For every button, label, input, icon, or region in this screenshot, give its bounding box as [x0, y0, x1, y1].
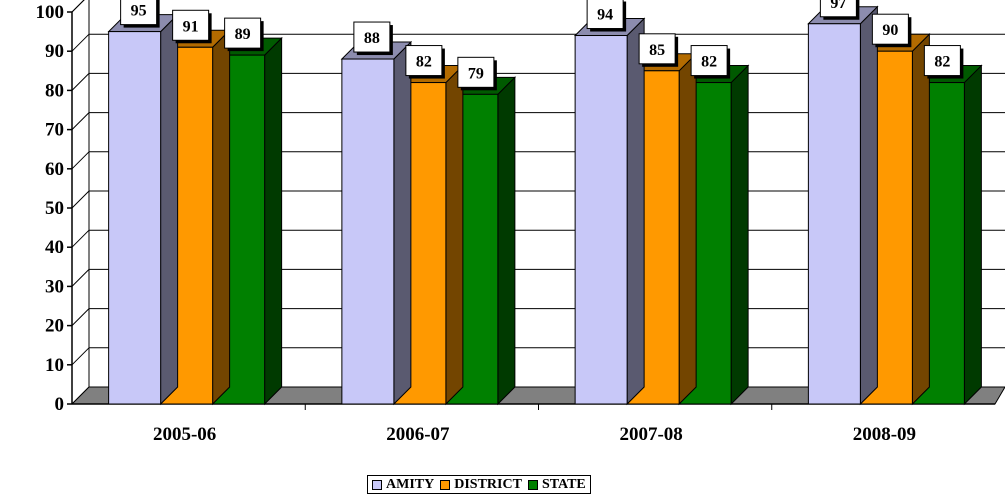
data-label: 95 [131, 3, 147, 20]
bar [107, 13, 179, 406]
bar-side-face [963, 64, 982, 406]
legend-item-amity: AMITY [372, 477, 434, 493]
y-tick-label: 10 [45, 355, 64, 376]
legend-label-amity: AMITY [386, 476, 435, 492]
bar-side-face [730, 64, 749, 406]
x-category-label: 2005-06 [153, 424, 216, 445]
y-tick-label: 60 [45, 159, 64, 180]
data-label-box: 82 [690, 45, 731, 79]
data-label-bg [172, 9, 210, 41]
wall-gridline [71, 151, 90, 170]
data-label-bg [405, 45, 443, 77]
wall-gridline [71, 0, 85, 13]
wall-gridline [71, 190, 90, 209]
bar [807, 5, 879, 406]
data-label-box: 90 [871, 13, 912, 48]
data-label-box: 88 [353, 21, 393, 56]
data-label-bg [871, 13, 909, 45]
data-label: 90 [882, 22, 898, 39]
data-label-bg [923, 45, 961, 77]
y-tick-label: 80 [45, 80, 64, 101]
bar-side-face [393, 40, 412, 406]
bar [573, 17, 646, 406]
bar-side-face [911, 32, 930, 406]
data-label-box: 91 [172, 9, 212, 44]
legend-item-state: STATE [527, 476, 586, 493]
data-label-bg [353, 21, 391, 53]
data-label-bg [690, 45, 728, 77]
data-label: 82 [416, 54, 432, 71]
data-label: 88 [364, 30, 380, 47]
data-label-bg [457, 56, 495, 88]
bar-front-face [108, 31, 162, 405]
data-label-box: 89 [224, 17, 264, 52]
x-category-label: 2008-09 [853, 424, 916, 445]
wall-top-edge [71, 0, 85, 13]
bar-side-face [626, 17, 645, 406]
data-label: 91 [183, 18, 199, 35]
legend-label-state: STATE [541, 476, 586, 492]
data-label-bg [224, 17, 262, 49]
bar-front-face [341, 58, 395, 405]
legend: AMITY DISTRICT STATE [367, 475, 591, 494]
wall-gridline [71, 33, 90, 52]
data-label-box: 95 [120, 0, 160, 28]
data-label-box: 85 [638, 33, 679, 67]
bar-side-face [212, 29, 231, 406]
data-label: 97 [830, 0, 846, 12]
x-category-label: 2006-07 [386, 424, 450, 445]
wall-gridline [71, 269, 90, 287]
y-tick-label: 30 [45, 276, 64, 297]
data-label: 82 [701, 54, 717, 71]
wall-gridline [71, 347, 90, 366]
wall-gridline [71, 308, 90, 326]
wall-gridline [71, 229, 90, 248]
y-tick-label: 20 [45, 316, 64, 337]
data-label: 79 [468, 65, 484, 82]
data-label: 94 [597, 7, 613, 24]
data-label-bg [120, 0, 158, 26]
data-label: 82 [934, 54, 950, 71]
data-label-box: 79 [457, 56, 497, 91]
y-tick-label: 70 [45, 120, 64, 141]
data-label-bg [819, 0, 857, 18]
legend-swatch-amity [372, 479, 382, 490]
bar-side-face [859, 5, 878, 406]
bar-side-face [497, 76, 516, 406]
wall-gridline [71, 73, 90, 91]
legend-item-district: DISTRICT [440, 477, 522, 493]
data-label-box: 94 [586, 0, 627, 32]
y-tick-label: 100 [36, 2, 65, 23]
data-label-box: 82 [923, 45, 964, 79]
x-category-label: 2007-08 [619, 424, 682, 445]
bar-front-face [574, 35, 628, 405]
legend-swatch-state [527, 479, 538, 490]
data-label: 85 [649, 42, 665, 59]
data-label-box: 82 [405, 45, 445, 79]
bar-side-face [160, 13, 179, 406]
bar-side-face [264, 36, 283, 406]
data-label-box: 97 [819, 0, 860, 20]
bar-front-face [807, 23, 861, 405]
legend-label-district: DISTRICT [454, 476, 522, 492]
legend-swatch-district [440, 479, 451, 490]
y-tick-label: 90 [45, 41, 64, 62]
y-tick-label: 50 [45, 198, 64, 219]
data-label-bg [638, 33, 676, 65]
bar-side-face [678, 52, 697, 406]
data-labels: 95 91 89 88 82 79 94 85 82 97 90 82 [120, 0, 964, 91]
bar-side-face [445, 64, 464, 406]
bar [340, 40, 413, 406]
wall-gridline [71, 112, 90, 130]
y-tick-label: 0 [55, 394, 65, 415]
y-tick-label: 40 [45, 237, 64, 258]
bars [107, 5, 983, 406]
data-label-bg [586, 0, 624, 30]
data-label: 89 [235, 26, 251, 43]
